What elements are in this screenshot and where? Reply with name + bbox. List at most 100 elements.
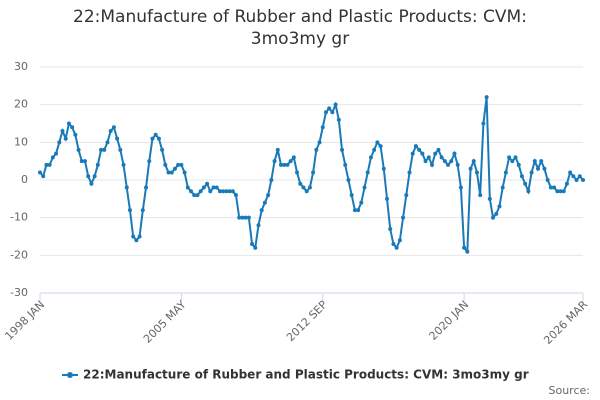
chart-title: 22:Manufacture of Rubber and Plastic Pro…	[73, 7, 527, 49]
data-point	[217, 189, 222, 194]
data-point	[131, 234, 136, 239]
data-point	[429, 162, 434, 167]
data-point	[211, 185, 216, 190]
data-point	[465, 249, 470, 254]
x-tick-label: 1998 JAN	[2, 298, 47, 343]
data-point	[278, 162, 283, 167]
data-point	[201, 185, 206, 190]
data-point	[73, 132, 78, 137]
data-point	[92, 174, 97, 179]
data-point	[426, 155, 431, 160]
data-point	[185, 185, 190, 190]
data-point	[420, 151, 425, 156]
data-point	[564, 181, 569, 186]
data-point	[195, 193, 200, 198]
data-point	[497, 204, 502, 209]
data-point	[243, 215, 248, 220]
data-point	[372, 147, 377, 152]
data-point	[397, 238, 402, 243]
x-tick-label: 2012 SEP	[284, 298, 330, 344]
data-point	[256, 223, 261, 228]
data-point	[317, 140, 322, 145]
data-point	[507, 155, 512, 160]
data-point	[542, 166, 547, 171]
data-point	[147, 159, 152, 164]
data-point	[404, 193, 409, 198]
data-point	[70, 125, 75, 130]
data-point	[295, 170, 300, 175]
data-point	[250, 242, 255, 247]
data-point	[439, 155, 444, 160]
data-point	[208, 189, 213, 194]
data-point	[446, 162, 451, 167]
data-point	[449, 159, 454, 164]
data-point	[41, 174, 46, 179]
data-point	[118, 147, 123, 152]
data-point	[182, 170, 187, 175]
data-point	[108, 129, 113, 134]
data-point	[134, 238, 139, 243]
data-point	[529, 170, 534, 175]
x-tick-label: 2005 MAY	[141, 298, 189, 346]
data-point	[176, 162, 181, 167]
data-point	[198, 189, 203, 194]
data-point	[137, 234, 142, 239]
data-point	[285, 162, 290, 167]
y-tick-label: -20	[10, 248, 28, 261]
data-point	[230, 189, 235, 194]
data-point	[436, 147, 441, 152]
data-point	[172, 166, 177, 171]
data-point	[57, 140, 62, 145]
data-point	[82, 159, 87, 164]
data-point	[169, 170, 174, 175]
data-point	[291, 155, 296, 160]
data-point	[552, 185, 557, 190]
data-point	[163, 162, 168, 167]
data-point	[105, 140, 110, 145]
data-point	[471, 159, 476, 164]
data-point	[516, 162, 521, 167]
data-point	[124, 185, 129, 190]
data-point	[555, 189, 560, 194]
y-tick-label: 10	[14, 135, 28, 148]
data-point	[458, 185, 463, 190]
legend-marker	[67, 372, 73, 378]
data-point	[336, 117, 341, 122]
data-point	[144, 185, 149, 190]
data-point	[574, 178, 579, 182]
data-point	[86, 174, 91, 179]
y-tick-label: 30	[14, 60, 28, 73]
data-point	[481, 121, 486, 126]
legend-label: 22:Manufacture of Rubber and Plastic Pro…	[83, 368, 529, 382]
data-point	[269, 178, 274, 182]
data-point	[160, 147, 165, 152]
data-point	[259, 208, 264, 213]
data-point	[378, 144, 383, 149]
data-point	[519, 174, 524, 179]
data-point	[153, 132, 158, 137]
data-point	[548, 185, 553, 190]
data-point	[500, 185, 505, 190]
data-point	[433, 151, 438, 156]
y-tick-label: 0	[21, 173, 28, 186]
data-point	[561, 189, 566, 194]
data-point	[532, 159, 537, 164]
data-point	[368, 155, 373, 160]
data-point	[127, 208, 132, 213]
data-point	[121, 162, 126, 167]
data-point	[266, 193, 271, 198]
data-point	[401, 215, 406, 220]
data-point	[304, 189, 309, 194]
data-point	[487, 196, 492, 201]
data-point	[314, 147, 319, 152]
data-point	[288, 159, 293, 164]
data-point	[536, 166, 541, 171]
data-point	[375, 140, 380, 145]
data-point	[50, 155, 55, 160]
data-point	[323, 110, 328, 115]
data-point	[581, 178, 585, 182]
data-point	[140, 208, 145, 213]
y-tick-label: -10	[10, 211, 28, 224]
